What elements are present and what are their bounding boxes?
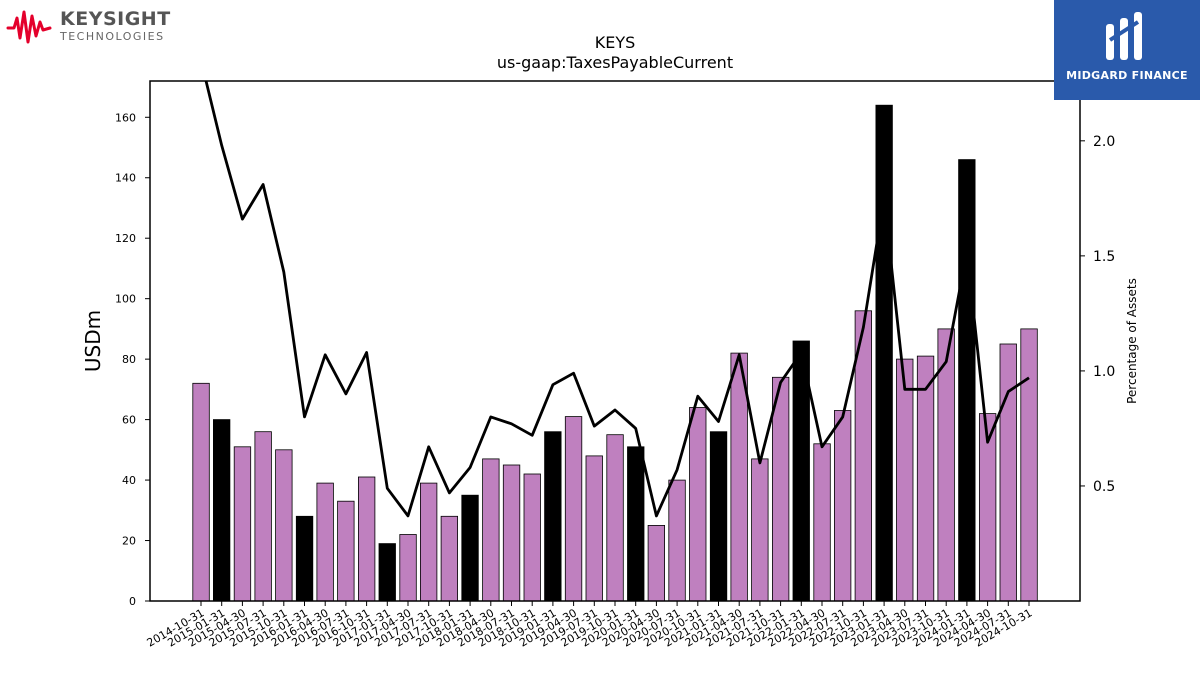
percentage-line-group (204, 81, 1030, 518)
y-tick-label-left: 20 (122, 535, 136, 548)
bar-2014-10-31 (192, 382, 210, 602)
percentage-of-assets-line (204, 81, 1030, 518)
y-axis-label-left: USDm (81, 310, 105, 372)
y-tick-label-right: 2.0 (1093, 134, 1115, 150)
chart-title: KEYS (594, 33, 636, 52)
bar-2017-10-31 (440, 515, 459, 602)
y-tick-label-left: 160 (115, 111, 136, 124)
bar-2020-04-30 (647, 525, 665, 602)
y-tick-label-left: 120 (115, 232, 136, 245)
keysight-logo-name: KEYSIGHT (60, 8, 171, 30)
keysight-wave-icon (6, 10, 52, 44)
y-tick-label-left: 60 (122, 414, 136, 427)
bar-2021-07-31 (751, 458, 769, 602)
bar-2015-10-31 (275, 449, 293, 602)
bars-group (192, 104, 1038, 602)
y-tick-label-left: 100 (115, 293, 136, 306)
bar-2016-01-31 (295, 515, 314, 602)
bar-2023-07-31 (916, 355, 935, 602)
bar-2022-07-31 (834, 410, 852, 602)
bar-2020-10-31 (689, 407, 707, 602)
bar-2018-01-31 (461, 494, 479, 602)
axes-group: 0204060801001201401600.51.01.52.02014-10… (115, 80, 1115, 650)
bar-2018-04-30 (482, 458, 500, 602)
bar-2020-01-31 (627, 446, 645, 602)
bar-2023-01-31 (875, 104, 893, 602)
y-tick-label-right: 1.5 (1093, 249, 1115, 265)
bar-2021-10-31 (772, 376, 790, 602)
bar-2019-10-31 (606, 434, 624, 602)
bar-2019-04-30 (564, 416, 583, 602)
bar-2021-01-31 (709, 431, 728, 602)
midgard-mark-icon (1106, 12, 1142, 60)
bar-2015-07-31 (254, 431, 272, 602)
y-tick-label-left: 80 (122, 353, 136, 366)
bar-2024-10-31 (1020, 328, 1038, 602)
bar-2024-07-31 (999, 343, 1017, 602)
y-tick-label-left: 0 (129, 595, 136, 608)
bar-2024-01-31 (958, 159, 976, 602)
y-tick-label-right: 1.0 (1093, 364, 1115, 380)
y-tick-label-left: 140 (115, 172, 136, 185)
chart-subtitle: us-gaap:TaxesPayableCurrent (496, 53, 734, 72)
bar-2019-07-31 (585, 455, 603, 602)
bar-2017-01-31 (378, 543, 396, 602)
y-axis-label-right: Percentage of Assets (1125, 278, 1139, 404)
bar-2017-04-30 (399, 534, 417, 602)
y-tick-label-left: 40 (122, 474, 136, 487)
midgard-finance-logo: MIDGARD FINANCE (1054, 0, 1200, 100)
keysight-logo-subtitle: TECHNOLOGIES (60, 30, 165, 43)
keysight-logo: KEYSIGHT TECHNOLOGIES (6, 6, 176, 46)
bar-2016-04-30 (316, 482, 334, 602)
bar-2015-01-31 (212, 419, 231, 602)
bar-2018-10-31 (523, 473, 541, 602)
y-tick-label-right: 0.5 (1093, 479, 1115, 495)
bar-2017-07-31 (419, 482, 438, 602)
bar-2015-04-30 (233, 446, 252, 602)
bar-2016-10-31 (357, 476, 376, 602)
bar-2018-07-31 (502, 464, 521, 602)
bar-2020-07-31 (668, 479, 686, 602)
bar-2022-04-30 (813, 443, 831, 602)
bar-2023-04-30 (896, 358, 914, 602)
bar-2016-07-31 (337, 500, 355, 602)
midgard-finance-name: MIDGARD FINANCE (1066, 69, 1188, 82)
bar-2019-01-31 (544, 431, 562, 602)
